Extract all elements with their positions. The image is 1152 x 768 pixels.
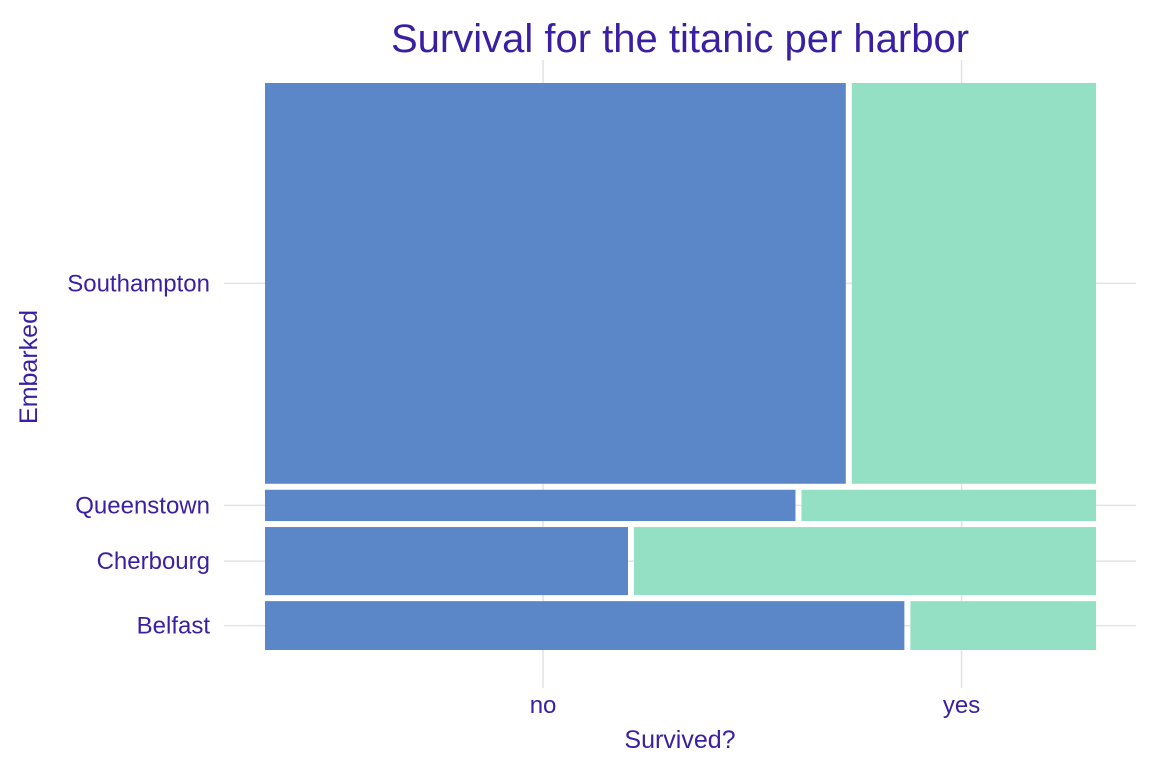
tile-cherbourg-no bbox=[265, 527, 628, 596]
y-tick-queenstown: Queenstown bbox=[75, 492, 210, 519]
chart-title: Survival for the titanic per harbor bbox=[391, 17, 969, 61]
y-tick-cherbourg: Cherbourg bbox=[97, 548, 210, 575]
tile-cherbourg-yes bbox=[634, 527, 1096, 596]
tile-queenstown-no bbox=[265, 489, 796, 522]
tile-belfast-no bbox=[265, 601, 905, 650]
tile-southampton-yes bbox=[851, 83, 1096, 484]
x-tick-labels: no yes bbox=[530, 692, 981, 719]
tile-belfast-yes bbox=[910, 601, 1096, 650]
tile-queenstown-yes bbox=[801, 489, 1096, 522]
tile-southampton-no bbox=[265, 83, 846, 484]
mosaic-tiles bbox=[265, 83, 1096, 650]
x-axis-title: Survived? bbox=[624, 726, 735, 754]
y-tick-belfast: Belfast bbox=[137, 613, 211, 640]
x-tick-yes: yes bbox=[943, 692, 980, 719]
y-tick-labels: Belfast Cherbourg Queenstown Southampton bbox=[67, 270, 210, 639]
x-tick-no: no bbox=[530, 692, 557, 719]
y-tick-southampton: Southampton bbox=[67, 270, 210, 297]
y-axis-title: Embarked bbox=[15, 310, 43, 424]
